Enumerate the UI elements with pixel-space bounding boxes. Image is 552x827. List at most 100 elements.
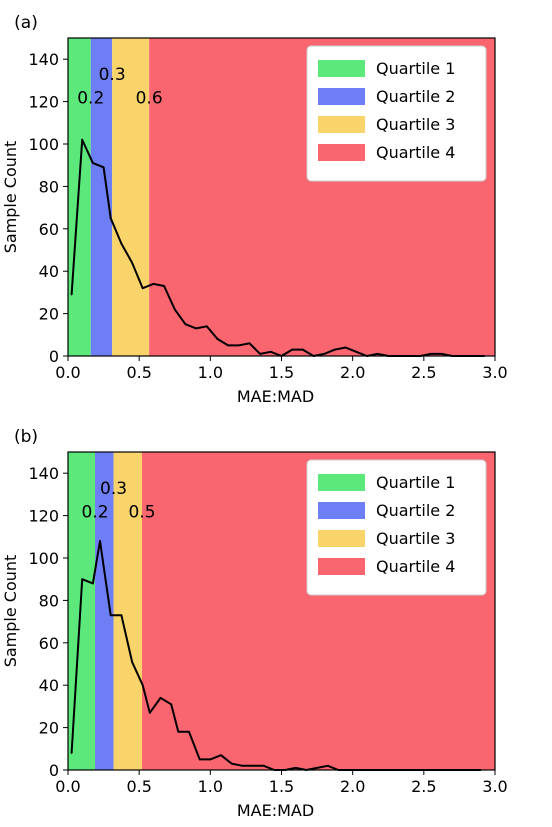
- data-point: [109, 217, 112, 220]
- x-axis-label: MAE:MAD: [237, 387, 314, 406]
- data-point: [131, 261, 133, 264]
- data-point: [333, 348, 336, 351]
- data-point: [148, 711, 151, 714]
- data-point: [344, 346, 347, 349]
- legend-label: Quartile 3: [376, 529, 455, 548]
- y-tick-label: 0: [49, 761, 59, 780]
- legend: Quartile 1 Quartile 2 Quartile 3 Quartile 4: [306, 45, 487, 182]
- data-point: [109, 614, 112, 617]
- data-point: [120, 242, 123, 245]
- boundary-label: 0.2: [77, 88, 104, 108]
- quartile-region-1: [68, 452, 96, 770]
- panel-label: (a): [14, 13, 38, 33]
- data-point: [81, 138, 84, 141]
- x-tick-label: 1.0: [198, 777, 223, 796]
- quartile-region-3: [112, 38, 150, 356]
- x-tick-label: 2.5: [411, 363, 436, 382]
- legend-label: Quartile 1: [376, 473, 455, 492]
- y-tick-label: 40: [39, 262, 59, 281]
- quartile-region-1: [68, 38, 91, 356]
- y-tick-label: 40: [39, 676, 59, 695]
- data-point: [184, 323, 187, 326]
- legend-swatch: [318, 502, 365, 519]
- quartile-region-2: [90, 38, 113, 356]
- x-tick-label: 1.0: [198, 363, 223, 382]
- x-axis-label: MAE:MAD: [237, 801, 314, 820]
- data-point: [237, 344, 240, 347]
- data-point: [440, 352, 443, 355]
- legend-label: Quartile 3: [376, 115, 455, 134]
- chart-panel-b: (b)0.20.30.50.0 0.5 1.0 1.5 2.0 2.5 3.00204060…: [1, 427, 508, 820]
- quartile-region-3: [113, 452, 143, 770]
- legend-label: Quartile 2: [376, 501, 455, 520]
- data-point: [92, 582, 94, 585]
- data-point: [70, 752, 73, 754]
- data-point: [430, 352, 432, 355]
- boundary-label: 0.6: [136, 88, 163, 108]
- x-tick-label: 2.0: [340, 363, 365, 382]
- data-point: [99, 540, 101, 542]
- y-tick-label: 80: [39, 591, 59, 610]
- y-tick-label: 120: [28, 507, 59, 526]
- data-point: [141, 684, 144, 687]
- y-axis-label: Sample Count: [1, 141, 20, 254]
- y-tick-label: 60: [39, 220, 59, 239]
- data-point: [355, 350, 358, 353]
- y-tick-label: 120: [28, 93, 59, 112]
- data-point: [269, 350, 272, 353]
- data-point: [173, 308, 176, 311]
- data-point: [141, 287, 144, 290]
- data-point: [252, 764, 254, 767]
- data-point: [301, 348, 304, 351]
- data-point: [198, 758, 201, 761]
- data-point: [92, 162, 94, 164]
- y-tick-label: 140: [28, 50, 59, 69]
- data-point: [323, 352, 326, 355]
- x-tick-label: 0.0: [55, 363, 80, 382]
- data-point: [316, 766, 318, 769]
- y-tick-label: 100: [28, 135, 59, 154]
- x-tick-label: 2.0: [340, 777, 365, 796]
- legend-swatch: [318, 530, 365, 547]
- data-point: [131, 660, 133, 663]
- data-point: [294, 766, 297, 769]
- data-point: [326, 764, 329, 767]
- data-point: [209, 758, 212, 761]
- data-point: [152, 283, 155, 285]
- data-point: [205, 325, 208, 328]
- data-point: [220, 754, 222, 757]
- x-tick-label: 0.5: [126, 777, 151, 796]
- x-tick-label: 0.0: [55, 777, 80, 796]
- boundary-label: 0.2: [82, 502, 109, 522]
- data-point: [216, 338, 219, 340]
- y-tick-label: 60: [39, 634, 59, 653]
- data-point: [241, 764, 244, 767]
- data-point: [227, 344, 230, 347]
- legend-swatch: [318, 60, 365, 77]
- data-point: [195, 327, 198, 330]
- x-tick-label: 3.0: [482, 363, 507, 382]
- legend-swatch: [318, 116, 365, 133]
- data-point: [163, 285, 165, 287]
- data-point: [188, 730, 190, 733]
- y-axis-label: Sample Count: [1, 555, 20, 668]
- legend-swatch: [318, 558, 365, 575]
- data-point: [259, 352, 262, 355]
- boundary-label: 0.3: [100, 479, 127, 499]
- data-point: [291, 348, 294, 351]
- data-point: [120, 614, 123, 617]
- data-point: [81, 578, 84, 581]
- data-point: [376, 352, 379, 355]
- data-point: [70, 293, 73, 296]
- data-point: [248, 342, 251, 345]
- data-point: [177, 730, 180, 733]
- x-tick-label: 0.5: [126, 363, 151, 382]
- chart-panel-a: (a) 0.2 0.3 0.6 0.0 0.5 1.0 1.5 2.0 2.5 3.0 0 20 40 60…: [1, 13, 508, 406]
- y-tick-label: 20: [39, 719, 59, 738]
- legend: Quartile 1 Quartile 2 Quartile 3 Quartile 4: [306, 459, 487, 596]
- y-tick-label: 20: [39, 305, 59, 324]
- boundary-label: 0.3: [99, 65, 126, 85]
- y-tick-label: 100: [28, 549, 59, 568]
- data-point: [159, 697, 162, 699]
